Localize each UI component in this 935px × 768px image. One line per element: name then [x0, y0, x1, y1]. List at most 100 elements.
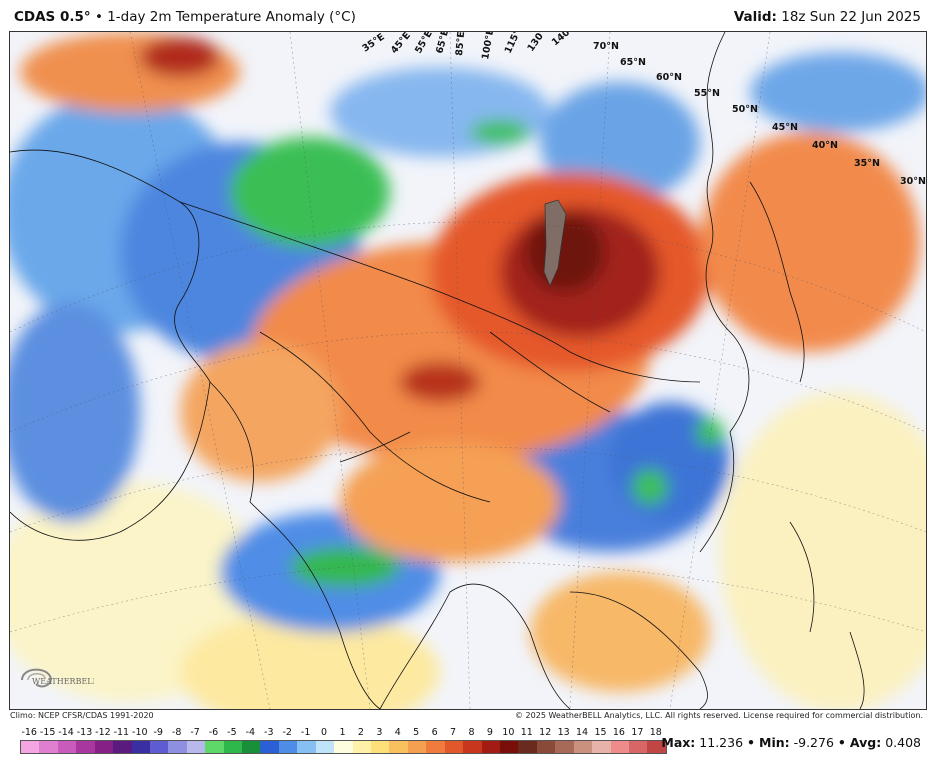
legend-colorbar [20, 740, 667, 754]
max-label: Max: [661, 735, 696, 750]
valid-value: 18z Sun 22 Jun 2025 [781, 9, 921, 25]
legend-swatch [536, 741, 556, 753]
legend-label: -6 [208, 727, 219, 738]
legend-swatch [205, 741, 224, 753]
legend-label: 13 [557, 727, 570, 738]
map-canvas: 70°N 65°N 60°N 55°N 50°N 45°N 40°N 35°N … [10, 32, 926, 709]
legend-labels: -16 -15 -14 -13 -12 -11 -10 -9 -8 -7 -6 -5 -4 -3 -2 -1 0… [20, 727, 665, 738]
legend-swatch [223, 741, 243, 753]
lat-label: 35°N [854, 158, 880, 169]
legend-label: 0 [321, 727, 328, 738]
map-title: CDAS 0.5° • 1-day 2m Temperature Anomaly… [14, 9, 356, 25]
legend-swatch [76, 741, 95, 753]
weatherbell-logo: WEATHERBELL [14, 660, 99, 700]
legend-swatch [57, 741, 77, 753]
legend-label: 11 [520, 727, 533, 738]
legend-label: 17 [631, 727, 644, 738]
model-degree: ° [83, 9, 91, 25]
legend-swatch [168, 741, 187, 753]
copyright-notice: © 2025 WeatherBELL Analytics, LLC. All r… [515, 711, 923, 720]
legend-label: 18 [649, 727, 662, 738]
legend-swatch [518, 741, 537, 753]
legend-label: 7 [450, 727, 457, 738]
legend-label: 9 [486, 727, 493, 738]
legend-label: -9 [153, 727, 163, 738]
legend-swatch [555, 741, 574, 753]
legend-swatch [352, 741, 372, 753]
model-name: CDAS 0.5 [14, 9, 84, 25]
legend-label: 3 [376, 727, 383, 738]
lat-label: 60°N [656, 72, 682, 83]
legend-swatch [592, 741, 611, 753]
legend-label: -7 [190, 727, 200, 738]
legend-label: 16 [612, 727, 625, 738]
legend-swatch [260, 741, 279, 753]
legend-label: -2 [282, 727, 292, 738]
legend-swatch [315, 741, 335, 753]
legend-label: 5 [413, 727, 420, 738]
legend-swatch [499, 741, 519, 753]
legend-label: -14 [58, 727, 74, 738]
legend-label: 1 [339, 727, 346, 738]
temperature-anomaly-map: 70°N 65°N 60°N 55°N 50°N 45°N 40°N 35°N … [9, 31, 927, 710]
legend-label: -13 [76, 727, 93, 738]
latitude-labels: 70°N 65°N 60°N 55°N 50°N 45°N 40°N 35°N … [593, 41, 926, 187]
legend-swatch [297, 741, 316, 753]
legend-label: 8 [468, 727, 475, 738]
legend-swatch [647, 741, 666, 753]
legend-label: 10 [502, 727, 515, 738]
legend-swatch [426, 741, 445, 753]
legend-label: -12 [95, 727, 111, 738]
legend-label: 15 [594, 727, 607, 738]
legend-label: 4 [394, 727, 401, 738]
legend-swatch [407, 741, 427, 753]
lat-label: 30°N [900, 176, 926, 187]
title-bar: CDAS 0.5° • 1-day 2m Temperature Anomaly… [0, 0, 935, 32]
borders [10, 32, 865, 709]
statistics: Max: 11.236 • Min: -9.276 • Avg: 0.408 [661, 735, 921, 750]
legend-label: -4 [245, 727, 256, 738]
legend-label: 6 [431, 727, 438, 738]
legend-label: -11 [113, 727, 130, 738]
legend-label: -3 [264, 727, 274, 738]
swirl-logo-icon: WEATHERBELL [21, 668, 99, 688]
lat-label: 70°N [593, 41, 619, 52]
legend-label: 2 [357, 727, 364, 738]
legend-swatch [113, 741, 132, 753]
title-bullet: • [94, 9, 103, 25]
legend-swatch [389, 741, 408, 753]
anomaly-field [10, 32, 926, 709]
min-value: -9.276 [793, 735, 834, 750]
min-label: Min: [759, 735, 790, 750]
valid-time: Valid: 18z Sun 22 Jun 2025 [734, 9, 921, 25]
legend-label: -8 [171, 727, 182, 738]
legend-label: 12 [539, 727, 552, 738]
color-legend: -16 -15 -14 -13 -12 -11 -10 -9 -8 -7 -6 -5 -4 -3 -2 -1 0… [20, 727, 667, 754]
legend-label: -16 [21, 727, 37, 738]
lat-label: 45°N [772, 122, 798, 133]
max-value: 11.236 [699, 735, 744, 750]
lon-label: 85°E [454, 32, 467, 56]
stats-sep: • [837, 735, 846, 750]
legend-swatch [334, 741, 353, 753]
lake-feature [543, 199, 567, 287]
avg-value: 0.408 [885, 735, 921, 750]
legend-swatch [242, 741, 261, 753]
legend-swatch [371, 741, 390, 753]
legend-swatch [186, 741, 206, 753]
stats-sep: • [747, 735, 756, 750]
graticule [10, 32, 926, 709]
legend-swatch [94, 741, 114, 753]
logo-text: WEATHERBELL [32, 677, 94, 686]
legend-swatch [131, 741, 150, 753]
legend-swatch [610, 741, 629, 753]
legend-label: -5 [227, 727, 237, 738]
legend-swatch [573, 741, 593, 753]
avg-label: Avg: [849, 735, 882, 750]
legend-swatch [149, 741, 169, 753]
climo-credit: Climo: NCEP CFSR/CDAS 1991-2020 [10, 711, 154, 720]
legend-swatch [39, 741, 58, 753]
lat-label: 40°N [812, 140, 838, 151]
legend-label: 14 [576, 727, 589, 738]
legend-label: -10 [132, 727, 148, 738]
